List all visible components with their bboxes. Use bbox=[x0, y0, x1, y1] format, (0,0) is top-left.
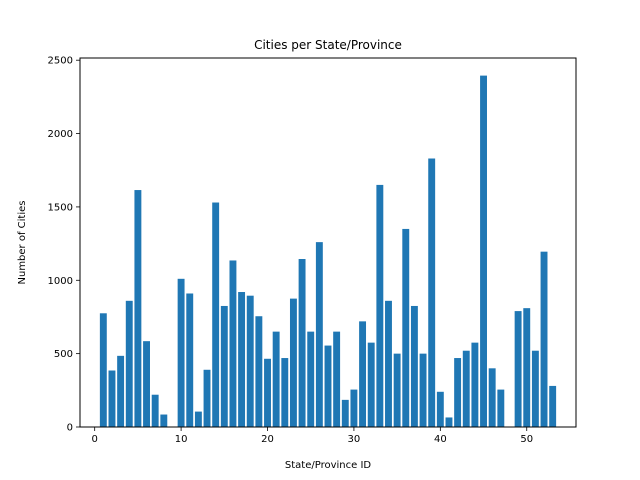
bar-40 bbox=[436, 391, 444, 427]
y-axis-ticks: 0 500 1000 1500 2000 2500 bbox=[48, 56, 80, 434]
y-tick-label: 0 bbox=[67, 423, 73, 434]
bar-23 bbox=[289, 298, 297, 427]
x-tick-label: 30 bbox=[348, 434, 361, 445]
bar-36 bbox=[402, 228, 410, 427]
x-tick-label: 0 bbox=[92, 434, 98, 445]
bar-30 bbox=[350, 389, 358, 427]
bar-49 bbox=[514, 311, 522, 427]
bars bbox=[99, 75, 557, 428]
bar-2 bbox=[108, 370, 116, 427]
bar-21 bbox=[272, 331, 280, 427]
bar-37 bbox=[410, 305, 418, 427]
y-tick-label: 500 bbox=[54, 349, 73, 360]
bar-38 bbox=[419, 353, 427, 427]
plot-frame bbox=[79, 57, 577, 428]
bar-35 bbox=[393, 353, 401, 427]
bar-3 bbox=[117, 355, 125, 427]
bar-14 bbox=[212, 202, 220, 427]
bar-52 bbox=[540, 251, 548, 427]
x-axis-label: State/Province ID bbox=[285, 460, 372, 471]
bar-24 bbox=[298, 259, 306, 427]
bar-26 bbox=[315, 242, 323, 427]
bar-16 bbox=[229, 260, 237, 427]
bar-6 bbox=[143, 341, 150, 427]
x-axis-ticks: 0 10 20 30 40 50 bbox=[92, 427, 533, 445]
bar-47 bbox=[497, 389, 505, 427]
bar-46 bbox=[488, 368, 496, 427]
bar-27 bbox=[324, 345, 332, 427]
bar-53 bbox=[549, 385, 557, 427]
bar-19 bbox=[255, 316, 263, 427]
y-tick-label: 1000 bbox=[48, 276, 73, 287]
x-tick-label: 10 bbox=[175, 434, 188, 445]
bar-51 bbox=[531, 350, 539, 427]
bar-18 bbox=[246, 295, 254, 427]
bar-32 bbox=[367, 342, 375, 427]
x-tick-label: 50 bbox=[520, 434, 533, 445]
y-tick-label: 2500 bbox=[48, 56, 73, 67]
bar-5 bbox=[134, 190, 142, 427]
bar-45 bbox=[480, 75, 487, 428]
bar-42 bbox=[454, 358, 462, 427]
bar-17 bbox=[238, 292, 246, 427]
bar-28 bbox=[333, 331, 341, 427]
chart-title: Cities per State/Province bbox=[254, 38, 402, 52]
bar-22 bbox=[281, 358, 289, 427]
bar-44 bbox=[471, 342, 479, 427]
x-tick-label: 20 bbox=[261, 434, 274, 445]
bar-12 bbox=[194, 411, 202, 427]
bar-1 bbox=[99, 313, 107, 427]
bar-29 bbox=[341, 399, 349, 427]
x-tick-label: 40 bbox=[434, 434, 447, 445]
bar-25 bbox=[307, 331, 315, 427]
bar-41 bbox=[445, 417, 453, 427]
bar-50 bbox=[523, 308, 531, 427]
bar-33 bbox=[376, 184, 384, 427]
y-tick-label: 2000 bbox=[48, 129, 73, 140]
y-tick-label: 1500 bbox=[48, 202, 73, 213]
bar-20 bbox=[264, 358, 271, 427]
y-axis-label: Number of Cities bbox=[17, 201, 28, 285]
bar-39 bbox=[428, 158, 436, 427]
bar-43 bbox=[462, 350, 470, 427]
bar-8 bbox=[160, 414, 168, 427]
bar-15 bbox=[220, 305, 228, 427]
bar-7 bbox=[151, 394, 159, 427]
bar-4 bbox=[125, 300, 133, 427]
bar-34 bbox=[385, 300, 392, 427]
bar-31 bbox=[359, 321, 367, 427]
bar-10 bbox=[177, 278, 185, 427]
bar-11 bbox=[186, 293, 194, 427]
bar-13 bbox=[203, 369, 211, 427]
